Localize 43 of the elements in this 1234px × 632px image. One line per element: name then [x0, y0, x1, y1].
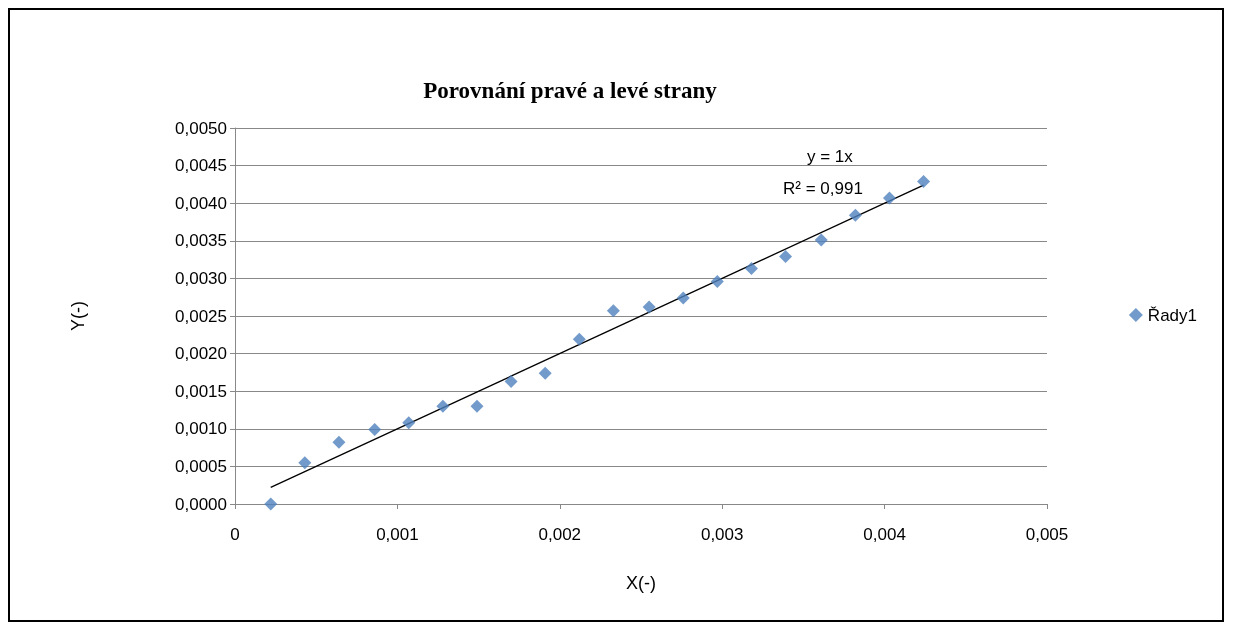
- point: [848, 208, 862, 222]
- point: [779, 250, 793, 264]
- y-tick-label: 0,0035: [175, 231, 227, 251]
- x-axis-title: X(-): [626, 573, 656, 593]
- y-tick-label: 0,0000: [175, 494, 227, 514]
- point: [606, 304, 620, 318]
- point: [538, 366, 552, 380]
- x-tick-label: 0: [230, 525, 240, 544]
- point: [298, 456, 312, 470]
- annotation: R² = 0,991: [783, 179, 863, 198]
- point: [504, 374, 518, 388]
- y-tick-label: 0,0005: [175, 456, 227, 476]
- point: [676, 291, 690, 305]
- x-tick-label: 0,004: [863, 525, 906, 544]
- point: [642, 300, 656, 314]
- annotation: y = 1x: [807, 147, 854, 166]
- y-tick-label: 0,0050: [175, 118, 227, 138]
- point: [744, 262, 758, 276]
- x-tick-label: 0,005: [1025, 525, 1069, 544]
- point: [710, 274, 724, 288]
- y-tick-label: 0,0010: [175, 419, 227, 439]
- point: [436, 399, 450, 413]
- chart-title: Porovnání pravé a levé strany: [423, 78, 718, 103]
- point: [470, 399, 484, 413]
- point: [814, 233, 828, 247]
- point: [368, 423, 382, 437]
- x-tick-label: 0,003: [700, 525, 744, 544]
- y-axis-title: Y(-): [68, 301, 88, 331]
- point: [332, 435, 346, 449]
- y-tick-label: 0,0025: [175, 306, 227, 326]
- y-tick-label: 0,0040: [175, 193, 227, 213]
- y-tick-label: 0,0015: [175, 381, 227, 401]
- point: [882, 191, 896, 205]
- y-tick-label: 0,0030: [175, 268, 227, 288]
- point: [264, 497, 278, 511]
- point: [917, 174, 931, 188]
- point: [402, 416, 416, 430]
- legend-label: Řady1: [1147, 305, 1197, 325]
- point: [572, 332, 586, 346]
- x-tick-label: 0,002: [538, 525, 582, 544]
- y-tick-label: 0,0045: [175, 156, 227, 176]
- x-tick-label: 0,001: [376, 525, 419, 544]
- y-tick-label: 0,0020: [175, 344, 227, 364]
